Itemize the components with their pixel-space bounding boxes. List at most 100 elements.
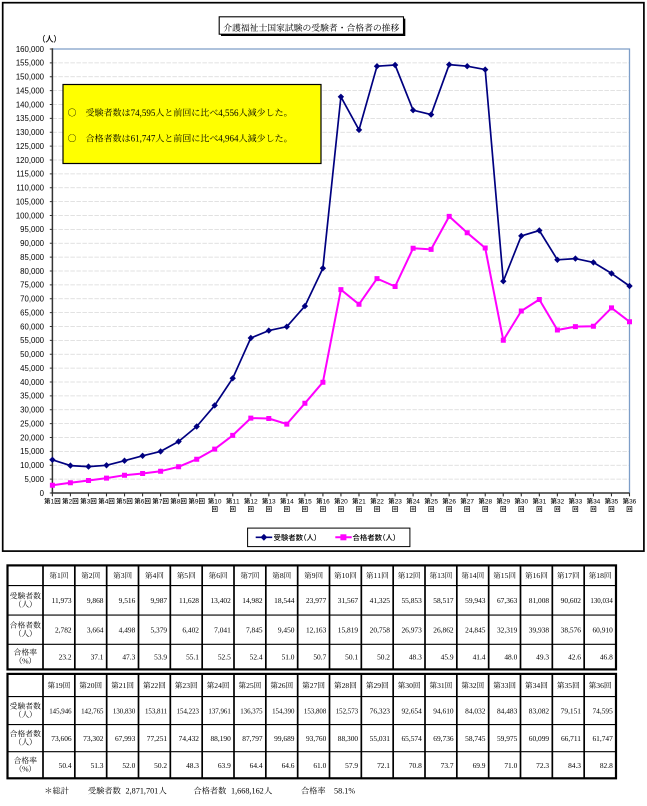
svg-text:32: 32 bbox=[557, 498, 565, 505]
svg-text:26,862: 26,862 bbox=[433, 626, 454, 635]
svg-text:2,871,701: 2,871,701 bbox=[126, 787, 159, 796]
svg-text:154,390: 154,390 bbox=[272, 708, 295, 715]
svg-text:13: 13 bbox=[268, 498, 276, 505]
svg-text:9,868: 9,868 bbox=[87, 596, 104, 605]
svg-text:15,000: 15,000 bbox=[20, 447, 45, 456]
svg-text:37.1: 37.1 bbox=[91, 653, 104, 662]
svg-text:21: 21 bbox=[359, 498, 367, 505]
svg-text:23,977: 23,977 bbox=[306, 596, 327, 605]
svg-text:84,483: 84,483 bbox=[497, 706, 518, 715]
svg-text:%: % bbox=[22, 765, 29, 774]
svg-text:50.7: 50.7 bbox=[313, 653, 326, 662]
svg-text:39,938: 39,938 bbox=[529, 626, 550, 635]
svg-text:7: 7 bbox=[159, 498, 163, 505]
svg-text:99,689: 99,689 bbox=[274, 734, 295, 743]
svg-text:6,402: 6,402 bbox=[182, 626, 199, 635]
svg-text:24,845: 24,845 bbox=[465, 626, 486, 635]
svg-text:9,516: 9,516 bbox=[119, 596, 136, 605]
svg-text:72.3: 72.3 bbox=[536, 761, 549, 770]
svg-text:71.0: 71.0 bbox=[504, 761, 517, 770]
svg-text:5,000: 5,000 bbox=[24, 475, 44, 484]
svg-text:47.3: 47.3 bbox=[122, 653, 135, 662]
svg-text:145,000: 145,000 bbox=[16, 86, 45, 95]
svg-text:27: 27 bbox=[310, 681, 318, 690]
svg-text:5: 5 bbox=[184, 571, 188, 580]
svg-text:59,943: 59,943 bbox=[465, 596, 486, 605]
svg-text:10: 10 bbox=[214, 498, 222, 505]
svg-text:9,987: 9,987 bbox=[150, 596, 167, 605]
svg-text:20,758: 20,758 bbox=[370, 626, 391, 635]
svg-text:10: 10 bbox=[342, 571, 350, 580]
svg-text:24: 24 bbox=[214, 681, 222, 690]
svg-text:28: 28 bbox=[342, 681, 350, 690]
svg-text:20: 20 bbox=[87, 681, 95, 690]
svg-text:135,000: 135,000 bbox=[16, 114, 45, 123]
svg-text:1: 1 bbox=[57, 571, 61, 580]
svg-text:2: 2 bbox=[69, 498, 73, 505]
svg-text:58,745: 58,745 bbox=[465, 734, 486, 743]
svg-text:94,610: 94,610 bbox=[433, 706, 454, 715]
svg-text:41,325: 41,325 bbox=[370, 596, 391, 605]
svg-text:14,982: 14,982 bbox=[242, 596, 263, 605]
svg-text:7,845: 7,845 bbox=[246, 626, 263, 635]
svg-text:82.8: 82.8 bbox=[600, 761, 613, 770]
svg-text:140,000: 140,000 bbox=[16, 100, 45, 109]
svg-text:52.0: 52.0 bbox=[122, 761, 135, 770]
svg-text:12,163: 12,163 bbox=[306, 626, 327, 635]
svg-text:9: 9 bbox=[312, 571, 316, 580]
svg-text:2: 2 bbox=[89, 571, 93, 580]
svg-text:11: 11 bbox=[374, 571, 382, 580]
svg-text:36: 36 bbox=[596, 681, 604, 690]
svg-text:33: 33 bbox=[501, 681, 509, 690]
svg-text:81,008: 81,008 bbox=[529, 596, 550, 605]
svg-text:30: 30 bbox=[521, 498, 529, 505]
svg-text:3,664: 3,664 bbox=[87, 626, 104, 635]
svg-text:26,973: 26,973 bbox=[401, 626, 422, 635]
svg-text:20: 20 bbox=[341, 498, 349, 505]
svg-text:31,567: 31,567 bbox=[338, 596, 359, 605]
svg-text:90,000: 90,000 bbox=[20, 239, 45, 248]
svg-text:130,830: 130,830 bbox=[113, 708, 136, 715]
svg-text:73.7: 73.7 bbox=[441, 761, 454, 770]
svg-text:50.4: 50.4 bbox=[59, 761, 72, 770]
svg-text:80,000: 80,000 bbox=[20, 267, 45, 276]
svg-text:23.2: 23.2 bbox=[59, 653, 72, 662]
svg-text:45,000: 45,000 bbox=[20, 364, 45, 373]
svg-text:67,993: 67,993 bbox=[115, 734, 136, 743]
svg-text:18,544: 18,544 bbox=[274, 596, 295, 605]
svg-text:137,961: 137,961 bbox=[208, 708, 231, 715]
svg-text:34: 34 bbox=[533, 681, 541, 690]
svg-text:25,000: 25,000 bbox=[20, 419, 45, 428]
svg-text:145,946: 145,946 bbox=[49, 708, 72, 715]
svg-text:20,000: 20,000 bbox=[20, 433, 45, 442]
svg-text:57.9: 57.9 bbox=[345, 761, 358, 770]
svg-text:65,574: 65,574 bbox=[401, 734, 422, 743]
svg-text:5,379: 5,379 bbox=[150, 626, 167, 635]
svg-text:4: 4 bbox=[105, 498, 109, 505]
svg-text:130,034: 130,034 bbox=[590, 598, 613, 605]
svg-text:11: 11 bbox=[232, 498, 240, 505]
svg-text:41.4: 41.4 bbox=[473, 653, 486, 662]
svg-text:3: 3 bbox=[87, 498, 91, 505]
svg-text:63.9: 63.9 bbox=[218, 761, 231, 770]
svg-text:155,000: 155,000 bbox=[16, 59, 45, 68]
svg-text:14: 14 bbox=[287, 498, 295, 505]
svg-text:70,000: 70,000 bbox=[20, 295, 45, 304]
svg-text:48.0: 48.0 bbox=[504, 653, 517, 662]
svg-text:85,000: 85,000 bbox=[20, 253, 45, 262]
svg-text:84,032: 84,032 bbox=[465, 706, 486, 715]
svg-text:32: 32 bbox=[469, 681, 477, 690]
svg-text:26: 26 bbox=[449, 498, 457, 505]
svg-text:8: 8 bbox=[177, 498, 181, 505]
svg-text:35: 35 bbox=[611, 498, 619, 505]
svg-text:11,973: 11,973 bbox=[52, 596, 72, 605]
svg-text:0: 0 bbox=[40, 489, 45, 498]
svg-text:69,736: 69,736 bbox=[433, 734, 454, 743]
svg-text:65,000: 65,000 bbox=[20, 308, 45, 317]
svg-text:1,668,162: 1,668,162 bbox=[231, 787, 264, 796]
svg-text:60,099: 60,099 bbox=[529, 734, 550, 743]
svg-text:9,450: 9,450 bbox=[278, 626, 295, 635]
svg-text:72.1: 72.1 bbox=[377, 761, 390, 770]
svg-text:31: 31 bbox=[437, 681, 445, 690]
svg-text:7: 7 bbox=[248, 571, 252, 580]
